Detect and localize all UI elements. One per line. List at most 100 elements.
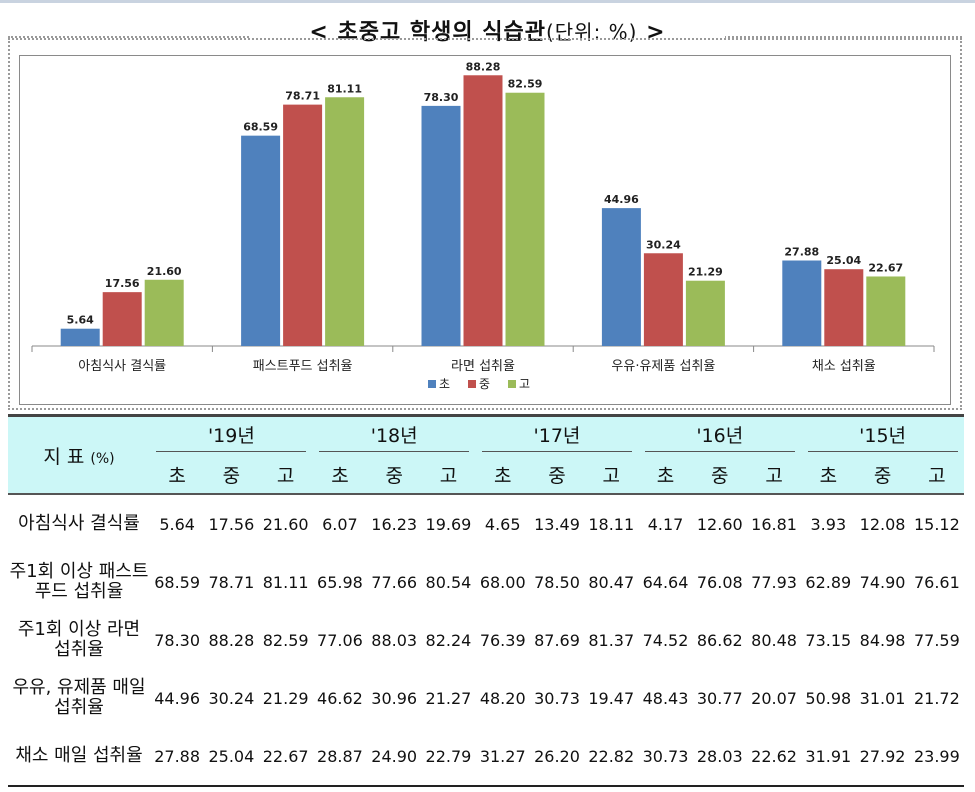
row-label: 주1회 이상 패스트푸드 섭취율 xyxy=(9,561,149,602)
data-label: 25.04 xyxy=(826,254,861,267)
row-label: 우유, 유제품 매일 섭취율 xyxy=(12,677,146,718)
bar xyxy=(782,260,822,346)
table-cell: 76.08 xyxy=(696,572,743,592)
table-cell: 23.99 xyxy=(909,727,964,787)
level-header: 고 xyxy=(746,455,802,495)
table-row: 아침식사 결식률 5.64 17.56 21.60 6.07 16.23 19.69 4.65… xyxy=(8,494,964,553)
title-unit: (단위: %) xyxy=(545,20,638,44)
table-cell: 22.79 xyxy=(421,727,476,787)
table-cell: 18.11 xyxy=(588,514,635,534)
level-header: 중 xyxy=(367,455,422,495)
level-header: 중 xyxy=(692,455,747,495)
table-cell: 4.65 xyxy=(484,514,521,534)
bar xyxy=(102,292,142,346)
bar xyxy=(283,104,323,346)
table-cell: 48.43 xyxy=(642,688,689,708)
table-cell: 3.93 xyxy=(810,514,847,534)
x-tick-label: 아침식사 결식률 xyxy=(78,359,166,374)
table-cell: 16.81 xyxy=(751,514,797,534)
bar xyxy=(325,97,365,346)
row-label: 아침식사 결식률 xyxy=(18,513,140,534)
level-header: 고 xyxy=(584,455,639,495)
table-cell: 12.60 xyxy=(696,514,743,534)
level-header: 중 xyxy=(855,455,910,495)
table-cell: 76.39 xyxy=(479,630,526,650)
row-label: 주1회 이상 라면 섭취율 xyxy=(17,619,141,660)
data-label: 5.64 xyxy=(67,314,94,327)
year-header: '15년 xyxy=(801,414,964,455)
table-cell: 30.24 xyxy=(208,688,255,708)
table-cell: 78.50 xyxy=(534,572,580,592)
legend-label: 중 xyxy=(479,377,490,391)
table-cell: 74.52 xyxy=(642,630,689,650)
x-tick-label: 패스트푸드 섭취율 xyxy=(253,359,353,374)
level-header: 중 xyxy=(204,455,259,495)
level-header: 초 xyxy=(312,455,368,495)
table-row: 우유, 유제품 매일 섭취율 44.96 30.24 21.29 46.62 30.96 2… xyxy=(8,669,964,727)
table-cell: 28.87 xyxy=(312,727,368,787)
bar xyxy=(144,279,184,346)
table-cell: 19.69 xyxy=(425,514,472,534)
table-cell: 73.15 xyxy=(805,630,852,650)
bar xyxy=(421,105,461,346)
bar xyxy=(824,269,864,346)
year-label: '17년 xyxy=(481,421,632,452)
data-label: 44.96 xyxy=(604,193,639,206)
table-cell: 88.28 xyxy=(208,630,255,650)
table-cell: 5.64 xyxy=(159,514,195,534)
table-cell: 22.67 xyxy=(258,727,313,787)
bar xyxy=(505,92,545,346)
table-cell: 77.93 xyxy=(751,572,797,592)
table-cell: 81.11 xyxy=(262,572,309,592)
legend-label: 초 xyxy=(439,377,450,391)
table-cell: 28.03 xyxy=(692,727,747,787)
table-cell: 22.82 xyxy=(584,727,639,787)
table-cell: 12.08 xyxy=(859,514,906,534)
table-cell: 25.04 xyxy=(204,727,259,787)
title-dash-right xyxy=(724,36,962,38)
table-cell: 50.98 xyxy=(805,688,852,708)
level-header: 초 xyxy=(638,455,693,495)
indicator-header: 지 표 (%) xyxy=(8,414,150,495)
data-label: 27.88 xyxy=(784,246,819,259)
title-text: < 초중고 학생의 식습관 xyxy=(309,20,546,45)
table-cell: 87.69 xyxy=(534,630,580,650)
table-cell: 78.71 xyxy=(208,572,255,592)
table-cell: 82.24 xyxy=(425,630,472,650)
table-cell: 26.20 xyxy=(529,727,585,787)
table-cell: 48.20 xyxy=(479,688,526,708)
top-rule xyxy=(0,0,975,3)
x-tick-label: 우유·유제품 섭취율 xyxy=(611,359,715,374)
data-label: 21.60 xyxy=(147,265,182,278)
legend-swatch xyxy=(468,380,476,388)
table-cell: 21.72 xyxy=(913,688,960,708)
table-cell: 17.56 xyxy=(208,514,255,534)
year-label: '15년 xyxy=(807,421,958,452)
year-header: '16년 xyxy=(638,414,802,455)
x-tick-label: 라면 섭취율 xyxy=(451,359,515,374)
table-cell: 62.89 xyxy=(805,572,852,592)
table-cell: 46.62 xyxy=(317,688,363,708)
table-cell: 31.27 xyxy=(475,727,530,787)
table-cell: 88.03 xyxy=(371,630,418,650)
level-header: 고 xyxy=(421,455,476,495)
year-header: '18년 xyxy=(312,414,476,455)
table-cell: 68.59 xyxy=(154,572,201,592)
year-label: '18년 xyxy=(319,421,470,452)
data-label: 82.59 xyxy=(508,78,543,91)
table-cell: 68.00 xyxy=(479,572,526,592)
level-header: 고 xyxy=(258,455,313,495)
year-label: '16년 xyxy=(644,421,795,452)
bar xyxy=(866,276,906,346)
bar xyxy=(241,135,281,346)
table-cell: 21.29 xyxy=(262,688,309,708)
table-cell: 4.17 xyxy=(647,514,684,534)
table-cell: 80.48 xyxy=(751,630,797,650)
data-label: 22.67 xyxy=(868,261,903,274)
header-row-years: 지 표 (%) '19년 '18년 '17년 '16년 '15년 xyxy=(8,414,964,495)
year-header: '19년 xyxy=(150,414,313,455)
table-cell: 20.07 xyxy=(751,688,797,708)
table-row: 주1회 이상 패스트푸드 섭취율 68.59 78.71 81.11 65.98 77.6… xyxy=(8,553,964,611)
